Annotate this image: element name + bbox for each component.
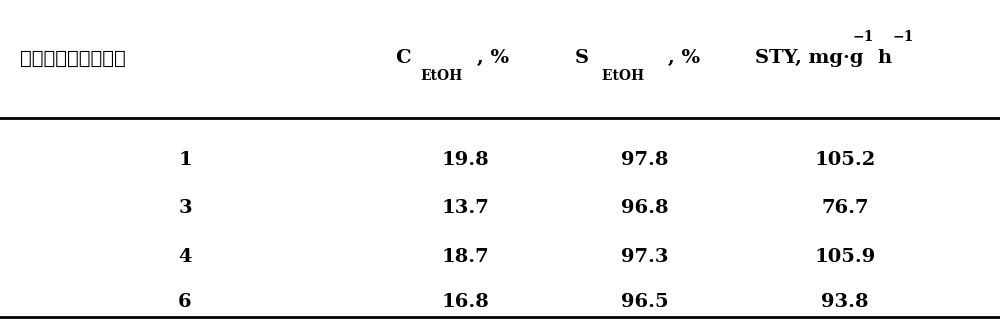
Text: , %: , % <box>477 49 509 67</box>
Text: −1: −1 <box>893 30 914 44</box>
Text: STY, mg·g: STY, mg·g <box>755 49 864 67</box>
Text: C: C <box>395 49 411 67</box>
Text: 催化剂的制备实施例: 催化剂的制备实施例 <box>20 49 126 68</box>
Text: 19.8: 19.8 <box>441 151 489 169</box>
Text: 4: 4 <box>178 248 192 266</box>
Text: 6: 6 <box>178 293 192 311</box>
Text: 16.8: 16.8 <box>441 293 489 311</box>
Text: 96.8: 96.8 <box>621 199 669 217</box>
Text: 76.7: 76.7 <box>821 199 869 217</box>
Text: 1: 1 <box>178 151 192 169</box>
Text: , %: , % <box>668 49 700 67</box>
Text: 3: 3 <box>178 199 192 217</box>
Text: S: S <box>575 49 589 67</box>
Text: 97.8: 97.8 <box>621 151 669 169</box>
Text: 96.5: 96.5 <box>621 293 669 311</box>
Text: 93.8: 93.8 <box>821 293 869 311</box>
Text: 105.9: 105.9 <box>814 248 876 266</box>
Text: −1: −1 <box>853 30 874 44</box>
Text: EtOH: EtOH <box>420 69 462 83</box>
Text: 18.7: 18.7 <box>441 248 489 266</box>
Text: h: h <box>877 49 891 67</box>
Text: 13.7: 13.7 <box>441 199 489 217</box>
Text: EtOH: EtOH <box>597 69 644 83</box>
Text: 97.3: 97.3 <box>621 248 669 266</box>
Text: 105.2: 105.2 <box>814 151 876 169</box>
